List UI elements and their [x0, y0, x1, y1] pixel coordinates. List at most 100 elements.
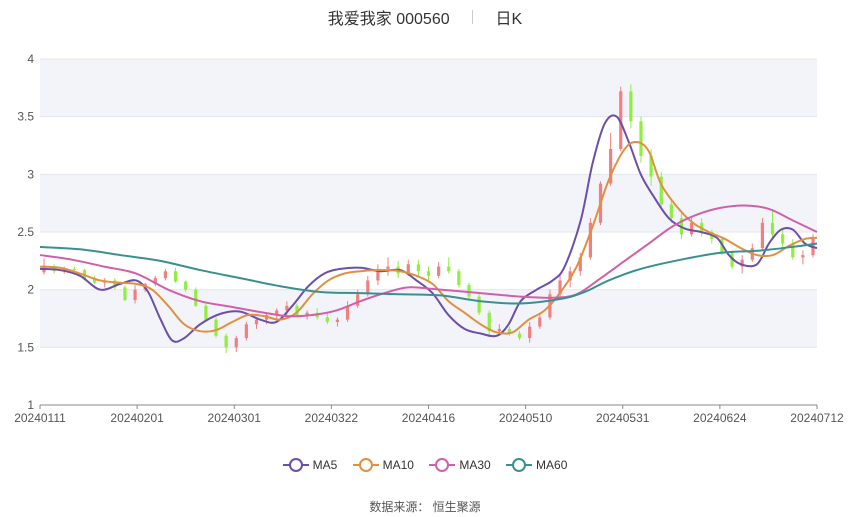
candle-body: [285, 305, 289, 311]
x-tick-label: 20240111: [14, 411, 66, 425]
grid-band: [40, 59, 817, 117]
candle-body: [639, 121, 643, 156]
y-tick-label: 2.5: [17, 225, 34, 239]
x-tick-label: 20240712: [790, 411, 844, 425]
candle-body: [578, 257, 582, 272]
y-tick-label: 3.5: [17, 110, 34, 124]
candle-body: [133, 289, 137, 301]
legend-ma10-marker: [352, 458, 379, 472]
legend-ma10-label: MA10: [382, 458, 414, 472]
candle-body: [234, 338, 238, 348]
x-tick-label: 20240531: [596, 411, 650, 425]
candle-body: [406, 264, 410, 274]
candle-body: [437, 266, 441, 276]
legend-ma10-circle: [358, 458, 373, 472]
candle-body: [457, 271, 461, 286]
candle-body: [770, 222, 775, 235]
candle-body: [538, 317, 542, 327]
legend-ma60-marker: [506, 458, 533, 472]
x-tick-label: 20240510: [499, 411, 553, 425]
candle-body: [467, 285, 471, 297]
candle-body: [184, 281, 188, 290]
candle-body: [325, 317, 329, 322]
candle-body: [356, 294, 360, 306]
legend-ma30-circle: [435, 458, 450, 472]
x-tick-label: 20240416: [402, 411, 456, 425]
candle-body: [507, 328, 512, 334]
legend-ma5-label: MA5: [312, 458, 338, 472]
candle-body: [224, 335, 228, 348]
candle-body: [163, 271, 168, 279]
candle-body: [629, 91, 633, 122]
candle-body: [295, 305, 299, 316]
source-provider: 恒生聚源: [432, 500, 481, 514]
legend-ma5-circle: [288, 458, 303, 472]
source-label: 数据来源：: [369, 500, 430, 514]
title-separator: [472, 10, 474, 24]
y-tick-label: 2: [27, 283, 34, 297]
legend-ma10[interactable]: MA10: [352, 458, 414, 472]
candle-body: [345, 305, 350, 320]
legend: MA5 MA10 MA30 MA60: [0, 458, 850, 475]
candle-body: [194, 289, 198, 306]
x-tick-label: 20240201: [110, 411, 164, 425]
legend-ma60-circle: [512, 458, 527, 472]
stock-name: 我爱我家 000560: [327, 11, 450, 28]
candle-body: [386, 266, 390, 269]
candle-body: [244, 324, 248, 339]
candle-body: [447, 266, 451, 272]
chart-title: 我爱我家 000560 日K: [0, 5, 850, 29]
legend-ma30-marker: [429, 458, 456, 472]
grid-band: [40, 289, 817, 348]
candle-body: [204, 305, 208, 320]
y-tick-label: 3: [27, 167, 34, 181]
candle-body: [669, 204, 673, 219]
x-tick-label: 20240301: [208, 411, 262, 425]
candle-body: [426, 271, 431, 276]
candle-body: [740, 259, 744, 267]
candle-body: [275, 310, 279, 316]
candle-body: [477, 296, 481, 313]
candle-body: [305, 312, 309, 316]
candle-body: [254, 319, 259, 325]
candle-body: [335, 319, 340, 322]
period-label: 日K: [495, 11, 523, 28]
candle-body: [123, 287, 127, 301]
series-line-ma5: [39, 114, 818, 343]
legend-ma30-label: MA30: [459, 458, 491, 472]
series-line-ma10: [39, 140, 818, 335]
x-tick-label: 20240322: [305, 411, 359, 425]
candle-body: [801, 255, 805, 258]
series-line-ma60: [39, 242, 818, 305]
legend-ma60-label: MA60: [536, 458, 568, 472]
candle-body: [659, 176, 663, 205]
grid-band: [40, 174, 817, 232]
candle-body: [173, 271, 178, 282]
series-line-ma30: [39, 204, 818, 318]
candle-body: [72, 268, 76, 271]
candle-body: [609, 148, 613, 184]
candle-body: [92, 279, 97, 283]
candle-body: [689, 222, 694, 235]
candle-body: [760, 222, 765, 249]
candle-body: [649, 155, 653, 177]
candle-body: [517, 333, 522, 339]
candle-body: [113, 280, 117, 288]
y-tick-label: 1.5: [17, 340, 34, 354]
candle-body: [588, 222, 592, 258]
legend-ma60[interactable]: MA60: [506, 458, 567, 472]
y-tick-label: 1: [27, 398, 34, 412]
legend-ma5-marker: [282, 458, 309, 472]
y-tick-label: 4: [27, 52, 34, 66]
candle-body: [528, 326, 532, 339]
candle-body: [366, 280, 370, 295]
x-tick-label: 20240624: [693, 411, 747, 425]
candle-body: [487, 312, 491, 332]
legend-ma30[interactable]: MA30: [429, 458, 491, 472]
legend-ma5[interactable]: MA5: [282, 458, 338, 472]
candle-body: [568, 271, 572, 281]
candle-body: [619, 91, 623, 149]
candle-body: [214, 319, 218, 336]
candle-body: [781, 234, 785, 244]
